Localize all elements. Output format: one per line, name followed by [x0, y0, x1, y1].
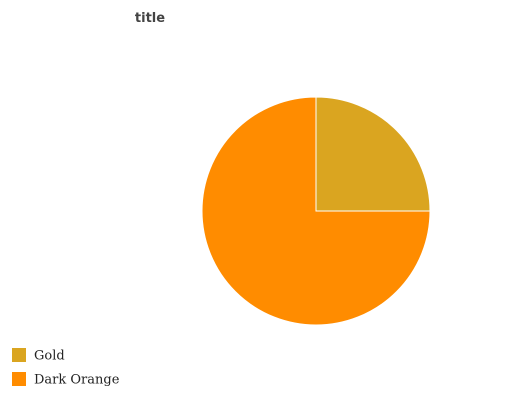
legend-item-gold: Gold: [12, 348, 65, 364]
legend-item-dark-orange: Dark Orange: [12, 372, 120, 388]
legend-label-dark-orange: Dark Orange: [34, 373, 120, 388]
legend: Gold Dark Orange: [12, 348, 120, 388]
legend-swatch-dark-orange: [12, 372, 26, 386]
legend-swatch-gold: [12, 348, 26, 362]
pie-slice-gold: [316, 97, 430, 211]
legend-label-gold: Gold: [34, 349, 65, 364]
chart-title: title: [135, 11, 165, 26]
pie-slices: [202, 97, 430, 325]
